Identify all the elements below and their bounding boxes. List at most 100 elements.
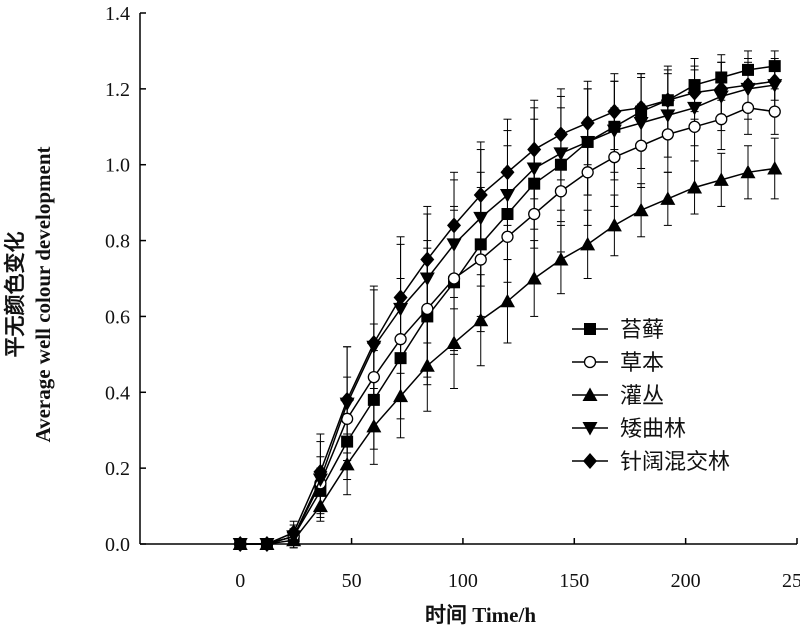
data-point	[634, 139, 648, 152]
data-point	[447, 272, 461, 285]
data-point	[580, 236, 596, 251]
data-point	[419, 358, 435, 372]
data-point	[474, 253, 487, 266]
data-point	[554, 185, 568, 198]
data-point	[553, 126, 568, 143]
data-point	[447, 217, 462, 234]
data-point	[606, 217, 622, 232]
data-point	[473, 211, 489, 226]
data-point	[768, 60, 781, 73]
legend-label: 苔藓	[620, 317, 664, 342]
data-point	[740, 164, 756, 179]
data-point	[553, 147, 569, 161]
legend-marker	[582, 422, 598, 436]
data-point	[526, 162, 542, 177]
data-point	[714, 80, 729, 97]
data-point	[419, 272, 435, 286]
legend-label: 矮曲林	[620, 416, 686, 441]
legend-marker	[584, 323, 596, 335]
data-point	[394, 352, 407, 365]
data-point	[687, 84, 702, 101]
data-point	[367, 370, 380, 384]
data-point	[713, 90, 729, 104]
data-point	[553, 252, 569, 266]
legend-label: 草本	[620, 350, 664, 375]
data-point	[473, 187, 488, 204]
data-point	[580, 135, 596, 150]
data-point	[767, 161, 783, 175]
data-point	[581, 166, 594, 179]
x-axis-title: 时间 Time/h	[425, 603, 536, 627]
data-point	[501, 230, 514, 243]
data-point	[633, 202, 649, 217]
data-point	[741, 77, 756, 94]
data-point	[366, 334, 381, 351]
data-point	[660, 92, 675, 109]
y-tick-label: 0.8	[105, 231, 130, 253]
data-point	[606, 124, 622, 139]
data-point	[446, 238, 462, 252]
data-point	[687, 179, 703, 194]
data-point	[633, 116, 649, 131]
data-point	[715, 71, 728, 84]
data-point	[499, 293, 515, 308]
data-point	[528, 207, 541, 221]
data-point	[660, 109, 676, 123]
data-point	[528, 177, 541, 190]
legend-marker	[582, 387, 598, 401]
y-tick-label: 1.4	[105, 3, 130, 25]
x-tick-label: 50	[342, 570, 362, 592]
data-point	[661, 128, 674, 141]
data-point	[767, 73, 782, 90]
data-point	[473, 312, 489, 327]
data-point	[742, 63, 755, 76]
data-point	[768, 105, 781, 118]
y-tick-label: 0.0	[105, 534, 130, 556]
data-point	[527, 141, 542, 158]
data-point	[660, 191, 676, 205]
data-point	[688, 120, 701, 133]
data-point	[366, 418, 382, 433]
legend-item: 矮曲林	[572, 416, 686, 441]
data-point	[713, 172, 729, 186]
x-tick-label: 100	[448, 570, 478, 592]
data-point	[394, 333, 407, 346]
data-point	[607, 103, 622, 120]
data-point	[339, 456, 355, 471]
data-point	[501, 208, 514, 221]
legend-item: 针阔混交林	[572, 449, 730, 474]
y-tick-label: 0.6	[105, 306, 130, 328]
series-4	[233, 73, 782, 552]
x-tick-label: 0	[235, 570, 245, 592]
data-point	[340, 391, 355, 408]
y-tick-label: 0.4	[105, 382, 130, 404]
data-point	[554, 158, 567, 171]
data-point	[393, 289, 408, 306]
data-point	[526, 271, 542, 285]
data-point	[715, 113, 728, 126]
legend-item: 草本	[572, 350, 664, 375]
data-point	[313, 463, 328, 480]
y-tick-label: 1.0	[105, 155, 130, 177]
plot-area	[232, 50, 783, 552]
data-point	[741, 101, 755, 114]
data-point	[312, 498, 328, 513]
legend-label: 针阔混交林	[620, 449, 730, 474]
legend-label: 灌丛	[620, 383, 664, 408]
data-point	[286, 524, 301, 541]
data-point	[393, 302, 409, 317]
data-point	[687, 101, 703, 116]
data-point	[367, 393, 380, 406]
data-point	[474, 238, 487, 251]
axes: 0.0 0.2 0.4 0.6 0.8 1.0 1.2 1.4 0 50 100 150 200 250	[105, 3, 800, 592]
x-tick-label: 150	[559, 570, 589, 592]
data-point	[341, 435, 354, 448]
legend-item: 苔藓	[572, 317, 664, 342]
y-axis-title-english: Average well colour development	[31, 146, 55, 442]
legend-marker	[583, 355, 597, 369]
data-point	[420, 251, 435, 268]
data-point	[500, 164, 515, 181]
data-point	[312, 473, 328, 488]
